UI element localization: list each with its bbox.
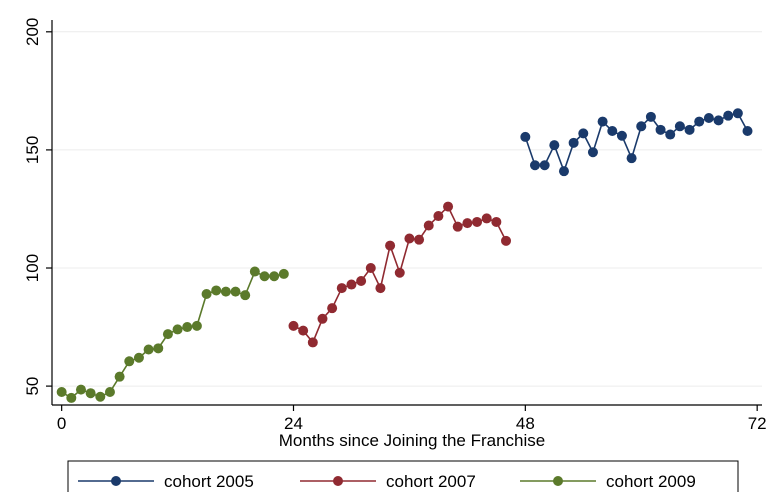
data-point-cohort-2005 [568, 137, 579, 148]
data-point-cohort-2007 [307, 337, 318, 348]
data-point-cohort-2007 [491, 216, 502, 227]
y-tick-label-50: 50 [23, 377, 42, 396]
data-point-cohort-2007 [433, 211, 444, 222]
data-point-cohort-2005 [723, 110, 734, 121]
data-point-cohort-2007 [423, 220, 434, 231]
data-point-cohort-2009 [240, 290, 251, 301]
data-point-cohort-2005 [674, 121, 685, 132]
data-point-cohort-2009 [278, 268, 289, 279]
data-point-cohort-2007 [356, 275, 367, 286]
data-point-cohort-2005 [655, 124, 666, 135]
data-point-cohort-2005 [684, 124, 695, 135]
data-point-cohort-2005 [597, 116, 608, 127]
data-point-cohort-2007 [317, 313, 328, 324]
data-point-cohort-2007 [298, 325, 309, 336]
data-point-cohort-2009 [143, 344, 154, 355]
data-point-cohort-2005 [587, 147, 598, 158]
legend: cohort 2005 cohort 2007 cohort 2009 [67, 460, 739, 492]
data-point-cohort-2005 [645, 111, 656, 122]
data-point-cohort-2009 [259, 271, 270, 282]
data-point-cohort-2009 [172, 324, 183, 335]
data-point-cohort-2009 [124, 356, 135, 367]
data-point-cohort-2007 [462, 218, 473, 229]
y-tick-label-100: 100 [23, 254, 42, 282]
data-point-cohort-2009 [230, 286, 241, 297]
data-point-cohort-2007 [346, 279, 357, 290]
data-point-cohort-2007 [375, 283, 386, 294]
data-point-cohort-2009 [211, 285, 222, 296]
data-point-cohort-2007 [365, 263, 376, 274]
legend-label-cohort-2007: cohort 2007 [386, 472, 476, 491]
data-point-cohort-2007 [443, 201, 454, 212]
data-point-cohort-2009 [75, 384, 86, 395]
legend-marker-cohort-2007 [333, 476, 343, 486]
data-point-cohort-2005 [578, 128, 589, 139]
data-point-cohort-2009 [56, 387, 67, 398]
legend-label-cohort-2005: cohort 2005 [164, 472, 254, 491]
data-point-cohort-2005 [703, 113, 714, 124]
data-point-cohort-2007 [394, 267, 405, 278]
data-point-cohort-2005 [539, 160, 550, 171]
data-point-cohort-2005 [636, 121, 647, 132]
data-point-cohort-2007 [327, 303, 338, 314]
data-point-cohort-2007 [501, 235, 512, 246]
data-point-cohort-2009 [95, 391, 106, 402]
gridlines [52, 31, 762, 387]
data-point-cohort-2005 [694, 116, 705, 127]
x-tick-label-48: 48 [516, 414, 535, 433]
data-point-cohort-2009 [85, 388, 96, 399]
data-point-cohort-2009 [191, 320, 202, 331]
data-point-cohort-2009 [133, 352, 144, 363]
data-point-cohort-2009 [66, 392, 77, 403]
legend-marker-cohort-2005 [111, 476, 121, 486]
data-point-cohort-2007 [481, 213, 492, 224]
data-point-cohort-2005 [529, 160, 540, 171]
data-point-cohort-2007 [336, 283, 347, 294]
data-point-cohort-2009 [220, 286, 231, 297]
data-point-cohort-2005 [713, 115, 724, 126]
data-point-cohort-2009 [153, 343, 164, 354]
legend-marker-cohort-2009 [553, 476, 563, 486]
data-point-cohort-2005 [732, 108, 743, 119]
data-point-cohort-2009 [182, 322, 193, 333]
data-point-cohort-2009 [269, 271, 280, 282]
y-ticks: 50 100 150 200 [23, 18, 52, 396]
x-tick-label-72: 72 [748, 414, 767, 433]
data-point-cohort-2007 [414, 234, 425, 245]
legend-label-cohort-2009: cohort 2009 [606, 472, 696, 491]
y-tick-label-200: 200 [23, 18, 42, 46]
data-point-cohort-2007 [385, 240, 396, 251]
data-point-cohort-2009 [249, 266, 260, 277]
data-point-cohort-2009 [104, 387, 115, 398]
y-tick-label-150: 150 [23, 136, 42, 164]
data-point-cohort-2009 [114, 371, 125, 382]
series-layer [56, 108, 753, 403]
data-point-cohort-2005 [558, 166, 569, 177]
data-point-cohort-2005 [665, 129, 676, 140]
data-point-cohort-2005 [742, 126, 753, 137]
data-point-cohort-2009 [162, 329, 173, 340]
data-point-cohort-2005 [607, 126, 618, 137]
data-point-cohort-2007 [404, 233, 415, 244]
legend-box [67, 460, 739, 492]
x-ticks: 0 24 48 72 [57, 405, 767, 433]
data-point-cohort-2009 [201, 288, 212, 299]
x-tick-label-24: 24 [284, 414, 303, 433]
data-point-cohort-2005 [616, 130, 627, 141]
data-point-cohort-2007 [452, 221, 463, 232]
x-axis-title: Months since Joining the Franchise [279, 431, 545, 450]
data-point-cohort-2005 [626, 153, 637, 164]
data-point-cohort-2007 [288, 320, 299, 331]
data-point-cohort-2005 [520, 131, 531, 142]
data-point-cohort-2007 [472, 216, 483, 227]
x-tick-label-0: 0 [57, 414, 66, 433]
axes [51, 20, 762, 406]
data-point-cohort-2005 [549, 140, 560, 151]
